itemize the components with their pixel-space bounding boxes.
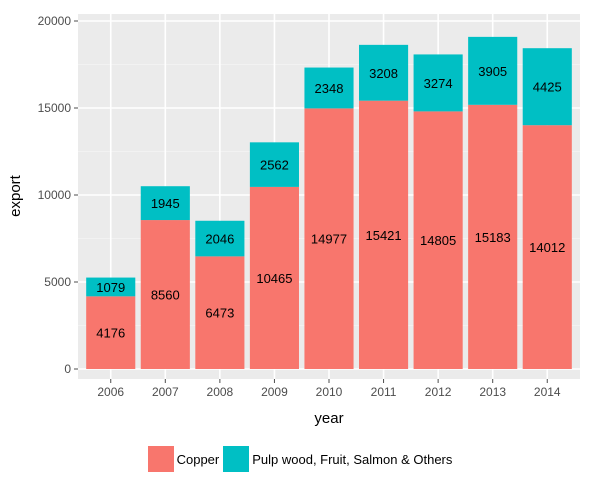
bar-copper-2012 bbox=[413, 111, 463, 369]
data-label: 15183 bbox=[475, 230, 511, 245]
data-label: 3208 bbox=[369, 66, 398, 81]
x-tick-label: 2010 bbox=[316, 385, 343, 399]
bar-copper-2009 bbox=[249, 186, 299, 369]
data-label: 3274 bbox=[424, 76, 453, 91]
bar-copper-2014 bbox=[522, 125, 572, 370]
data-label: 3905 bbox=[478, 64, 507, 79]
data-label: 15421 bbox=[365, 228, 401, 243]
legend-item-copper: Copper bbox=[147, 446, 220, 472]
bar-others-2012 bbox=[413, 54, 463, 112]
bar-others-2011 bbox=[359, 44, 409, 101]
legend-label-others: Pulp wood, Fruit, Salmon & Others bbox=[252, 451, 453, 467]
x-axis: 2006 2007 2008 2009 2010 2011 2012 2013 2014 bbox=[97, 379, 561, 399]
bar-others-2006 bbox=[86, 277, 136, 297]
legend-item-others: Pulp wood, Fruit, Salmon & Others bbox=[223, 446, 452, 472]
x-tick-label: 2014 bbox=[534, 385, 561, 399]
bar-labels: 4176 1079 8560 1945 6473 2046 10465 2562 14977 23… bbox=[96, 64, 565, 341]
y-tick-label: 0 bbox=[64, 362, 71, 376]
y-tick-label: 20000 bbox=[38, 14, 72, 28]
x-tick-label: 2011 bbox=[371, 385, 397, 399]
data-label: 4425 bbox=[533, 80, 562, 95]
x-axis-title: year bbox=[314, 410, 343, 427]
bar-copper-2010 bbox=[304, 108, 354, 369]
data-label: 2046 bbox=[205, 232, 234, 247]
bar-copper-2011 bbox=[359, 100, 409, 370]
bar-others-2008 bbox=[195, 220, 245, 257]
bar-copper-2013 bbox=[468, 104, 518, 370]
bar-copper-2007 bbox=[140, 220, 190, 369]
y-tick-label: 10000 bbox=[38, 188, 72, 202]
legend-key-copper bbox=[147, 446, 174, 472]
x-tick-label: 2008 bbox=[207, 385, 234, 399]
data-label: 4176 bbox=[96, 326, 125, 341]
data-label: 14805 bbox=[420, 233, 456, 248]
x-tick-label: 2012 bbox=[425, 385, 452, 399]
x-tick-label: 2007 bbox=[152, 385, 179, 399]
bar-copper-2008 bbox=[195, 256, 245, 369]
y-axis: 0 5000 10000 15000 20000 bbox=[38, 14, 78, 376]
x-tick-label: 2006 bbox=[97, 385, 124, 399]
data-label: 1945 bbox=[151, 196, 180, 211]
legend-key-others bbox=[223, 446, 250, 472]
data-label: 10465 bbox=[256, 271, 292, 286]
data-label: 6473 bbox=[205, 306, 234, 321]
x-tick-label: 2013 bbox=[479, 385, 506, 399]
bar-others-2010 bbox=[304, 67, 354, 109]
data-label: 14977 bbox=[311, 232, 347, 247]
y-tick-label: 5000 bbox=[44, 275, 71, 289]
y-axis-title: export bbox=[7, 174, 24, 217]
y-tick-label: 15000 bbox=[38, 101, 72, 115]
bar-others-2013 bbox=[468, 36, 518, 105]
bar-others-2007 bbox=[140, 186, 190, 221]
data-label: 2562 bbox=[260, 158, 289, 173]
bars bbox=[86, 36, 572, 370]
data-label: 1079 bbox=[96, 280, 125, 295]
bar-others-2014 bbox=[522, 48, 572, 126]
bar-others-2009 bbox=[249, 142, 299, 187]
data-label: 8560 bbox=[151, 288, 180, 303]
x-tick-label: 2009 bbox=[261, 385, 288, 399]
legend-label-copper: Copper bbox=[176, 451, 220, 467]
data-label: 14012 bbox=[529, 240, 565, 255]
legend: Copper Pulp wood, Fruit, Salmon & Others bbox=[0, 442, 600, 476]
data-label: 2348 bbox=[315, 81, 344, 96]
bar-copper-2006 bbox=[86, 296, 136, 369]
